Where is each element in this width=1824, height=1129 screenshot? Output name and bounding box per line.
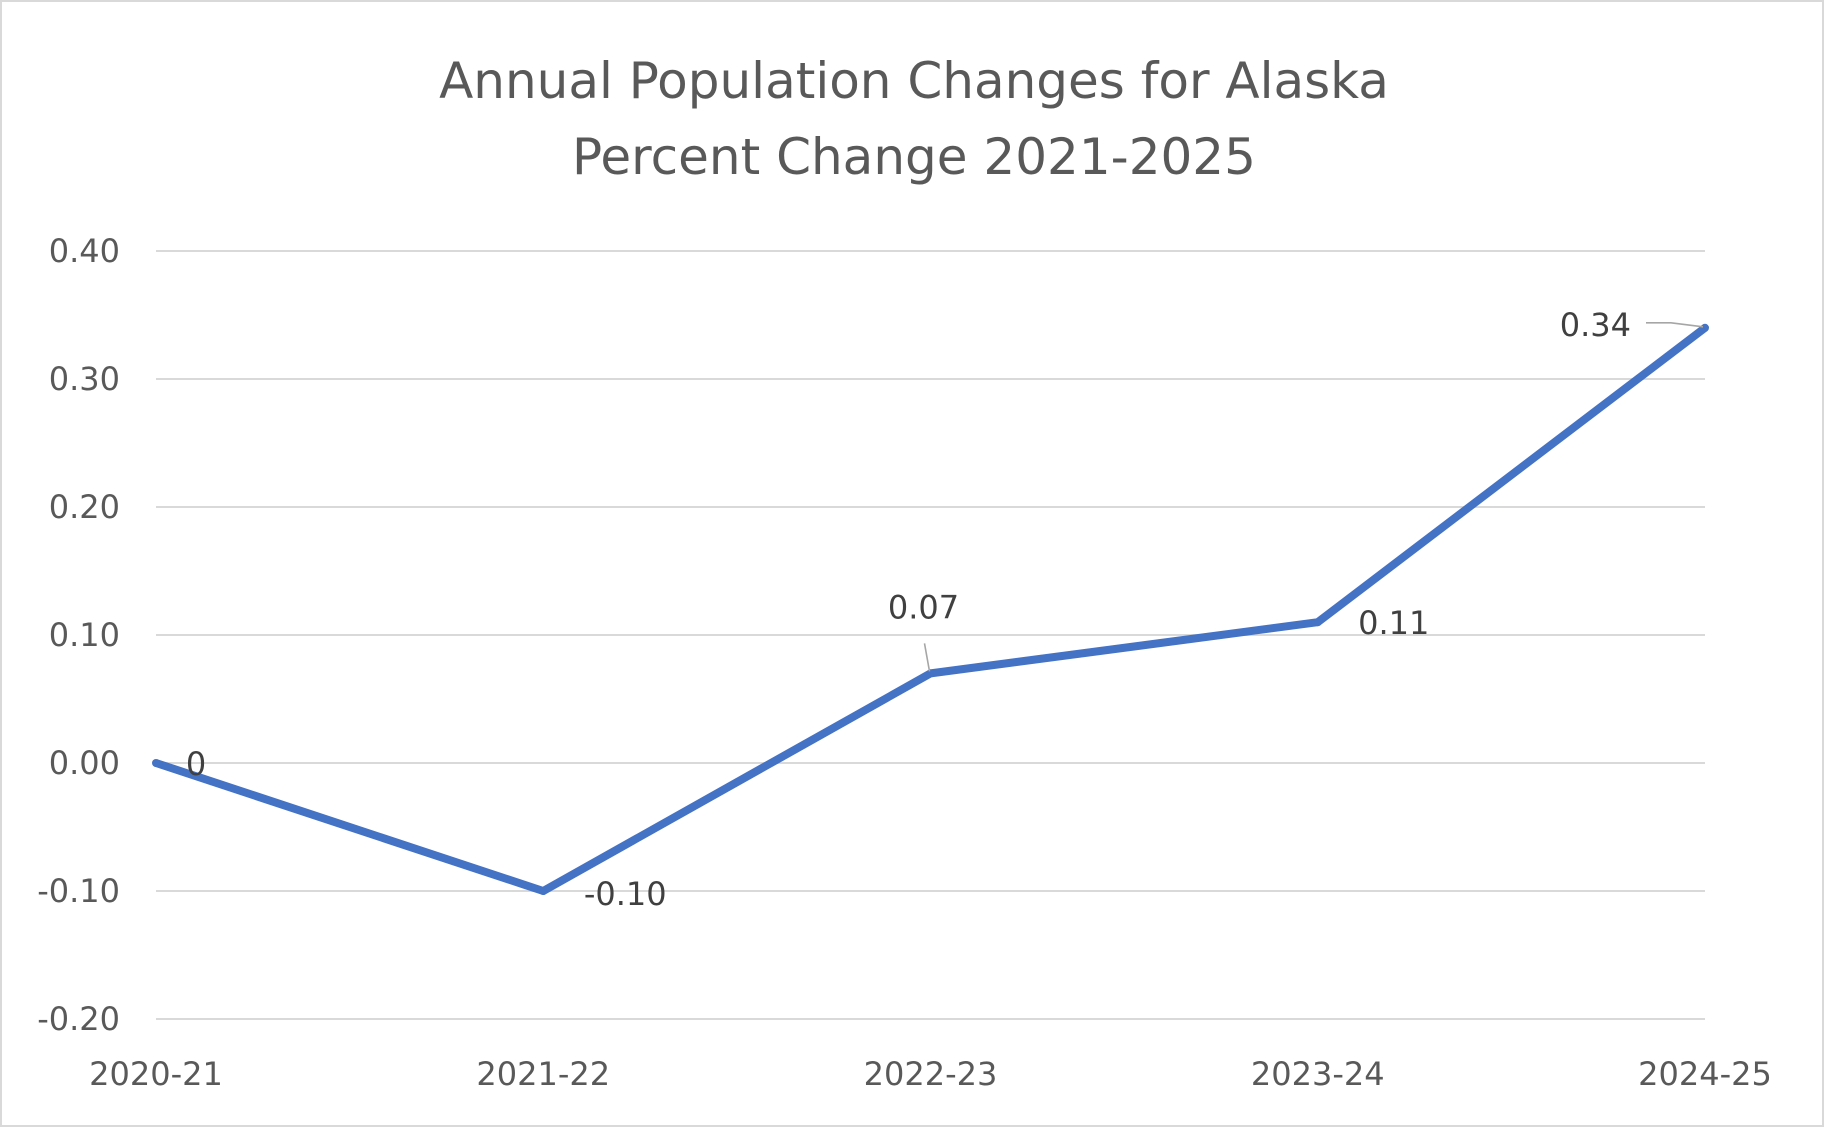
chart-title-line-2: Percent Change 2021-2025 bbox=[572, 128, 1256, 186]
chart-title: Annual Population Changes for Alaska Per… bbox=[439, 52, 1389, 186]
data-label: 0.11 bbox=[1358, 604, 1429, 642]
data-labels: 0 -0.10 0.07 0.11 0.34 bbox=[186, 306, 1704, 913]
data-label: 0.07 bbox=[888, 588, 959, 626]
y-tick-label: -0.20 bbox=[37, 1000, 120, 1038]
data-label-leader bbox=[923, 643, 931, 672]
chart-title-line-1: Annual Population Changes for Alaska bbox=[439, 52, 1389, 110]
data-label: 0 bbox=[186, 745, 206, 783]
y-tick-label: 0.10 bbox=[49, 616, 120, 654]
data-point bbox=[1313, 618, 1322, 627]
y-tick-label: 0.40 bbox=[49, 232, 120, 270]
x-tick-label: 2021-22 bbox=[476, 1055, 610, 1093]
series-line-group bbox=[152, 323, 1709, 895]
gridlines bbox=[156, 250, 1705, 1020]
y-tick-label: 0.00 bbox=[49, 744, 120, 782]
data-point bbox=[152, 759, 160, 767]
x-tick-label: 2022-23 bbox=[864, 1055, 998, 1093]
data-label: 0.34 bbox=[1560, 306, 1631, 344]
data-point bbox=[1701, 323, 1709, 332]
y-tick-label: -0.10 bbox=[37, 872, 120, 910]
data-label-leader bbox=[1646, 322, 1704, 328]
x-tick-label: 2024-25 bbox=[1638, 1055, 1772, 1093]
data-point bbox=[926, 669, 935, 678]
x-tick-label: 2023-24 bbox=[1251, 1055, 1385, 1093]
x-axis-tick-labels: 2020-21 2021-22 2022-23 2023-24 2024-25 bbox=[89, 1055, 1772, 1093]
data-point bbox=[539, 887, 548, 895]
y-axis-tick-labels: 0.40 0.30 0.20 0.10 0.00 -0.10 -0.20 bbox=[37, 232, 120, 1038]
data-label: -0.10 bbox=[584, 875, 667, 913]
x-tick-label: 2020-21 bbox=[89, 1055, 223, 1093]
y-tick-label: 0.30 bbox=[49, 360, 120, 398]
y-tick-label: 0.20 bbox=[49, 488, 120, 526]
